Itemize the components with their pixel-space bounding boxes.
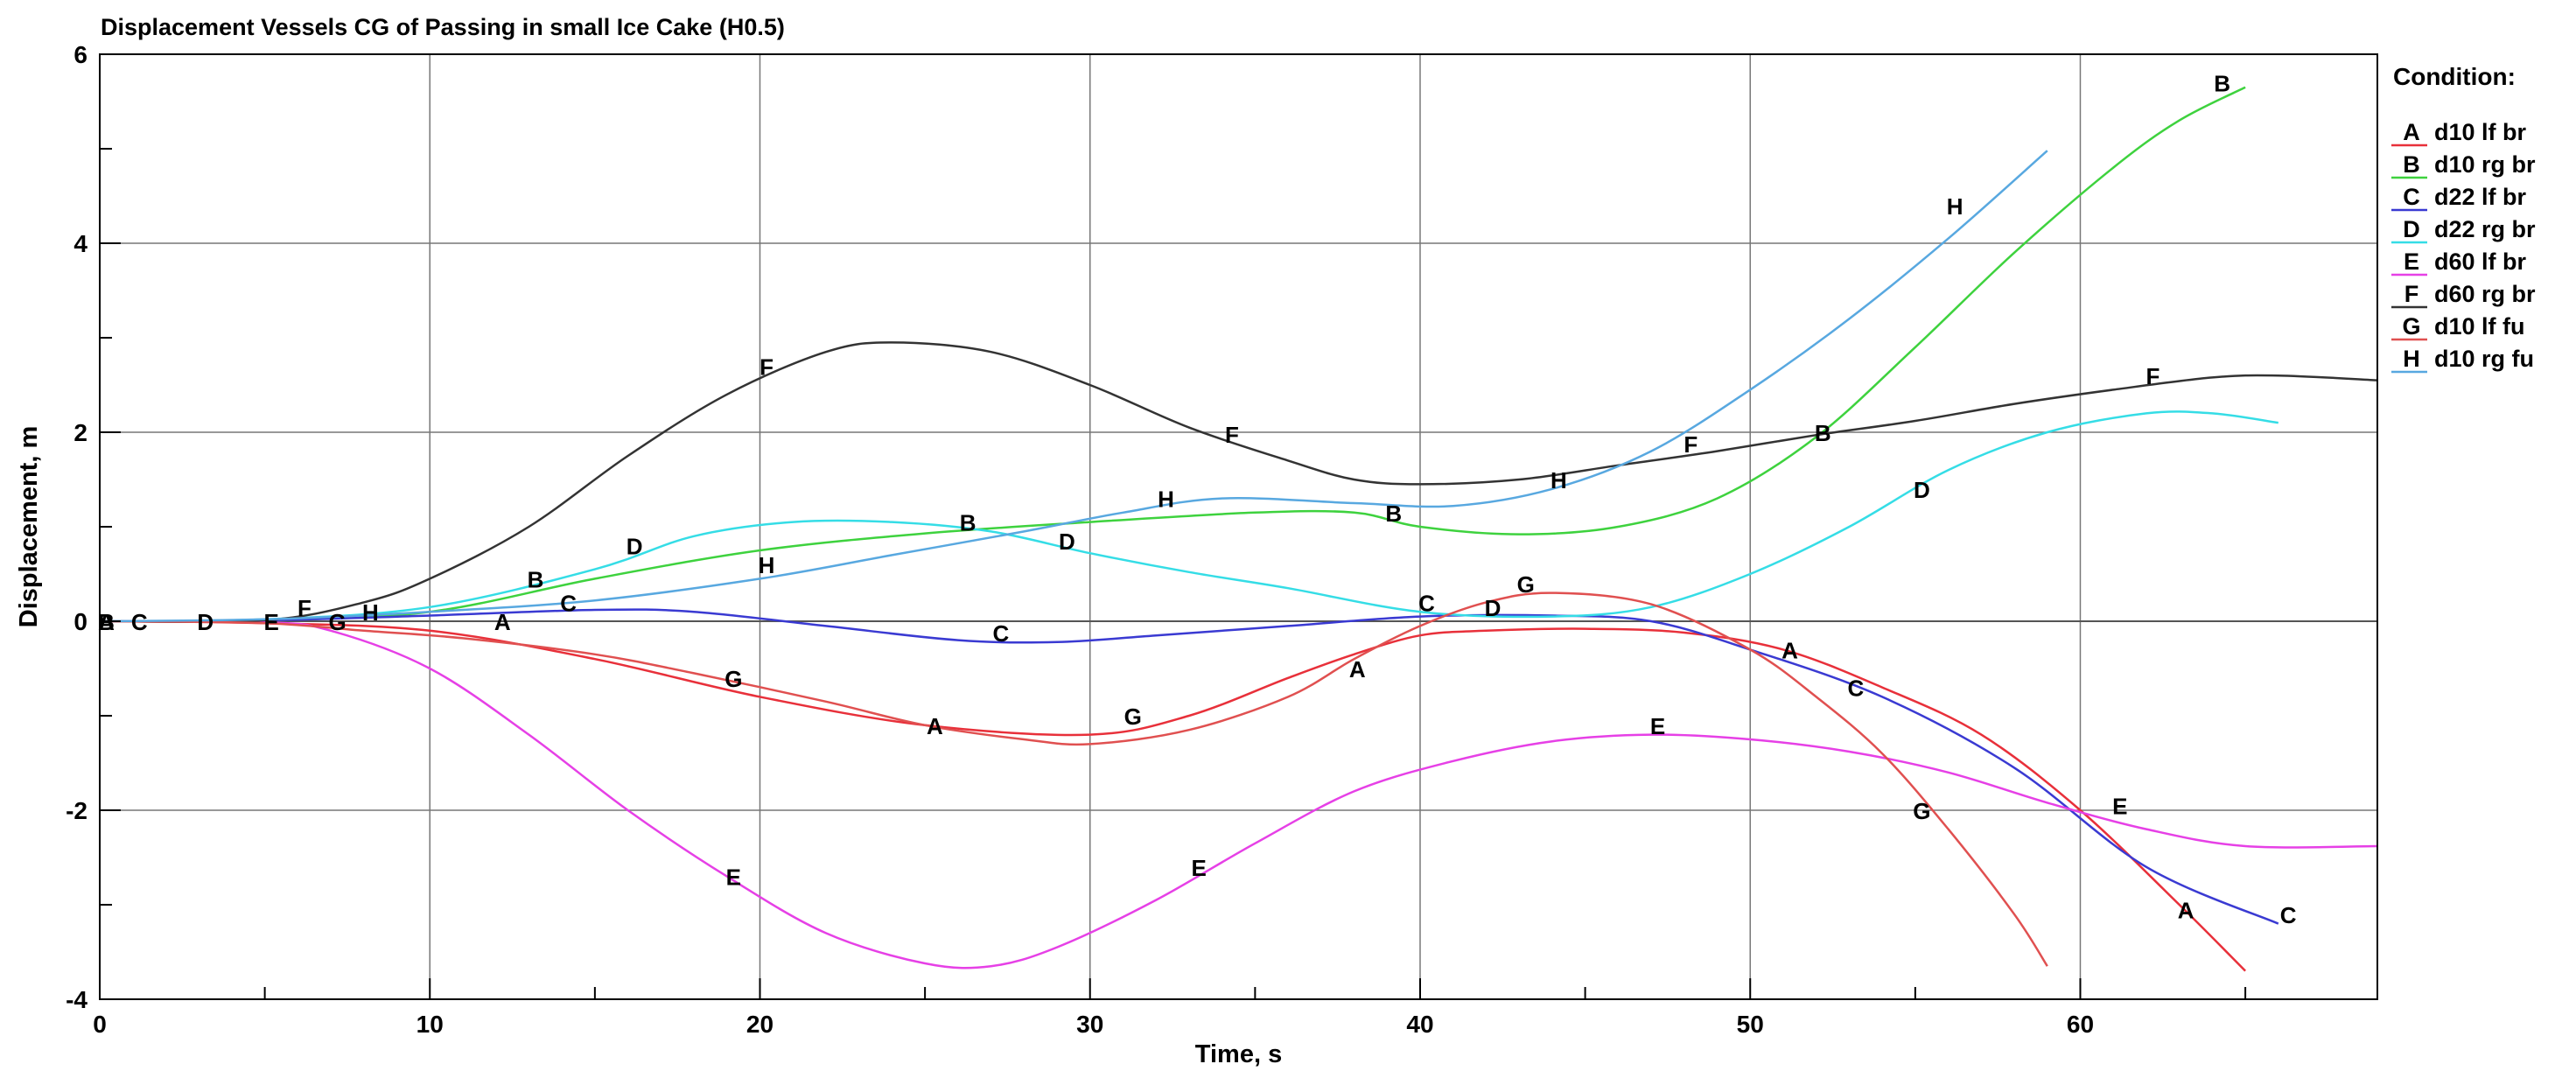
- x-tick-label: 60: [2067, 1011, 2094, 1038]
- series-marker-label-a: A: [927, 713, 943, 739]
- series-marker-label-g: G: [724, 666, 742, 692]
- series-marker-label-h: H: [759, 552, 775, 578]
- series-marker-label-e: E: [1192, 855, 1207, 881]
- legend-label: d22 rg br: [2434, 216, 2536, 242]
- y-axis-label: Displacement, m: [15, 426, 43, 627]
- series-line-a: [99, 620, 2246, 972]
- legend-title: Condition:: [2393, 63, 2516, 90]
- series-marker-label-d: D: [197, 609, 214, 635]
- series-marker-label-c: C: [992, 620, 1009, 647]
- y-tick-label: -2: [66, 797, 88, 824]
- legend-label: d60 rg br: [2434, 281, 2536, 307]
- series-marker-label-e: E: [2112, 794, 2127, 820]
- series-marker-label-h: H: [362, 599, 379, 626]
- x-tick-label: 20: [746, 1011, 774, 1038]
- y-tick-label: 4: [74, 230, 88, 257]
- series-marker-label-g: G: [1913, 798, 1930, 824]
- x-tick-label: 10: [416, 1011, 444, 1038]
- chart-title: Displacement Vessels CG of Passing in sm…: [101, 14, 785, 40]
- legend-letter: H: [2403, 346, 2420, 372]
- x-axis-label: Time, s: [1195, 1040, 1282, 1068]
- y-tick-label: 2: [74, 419, 88, 446]
- legend-letter: C: [2403, 184, 2420, 210]
- legend-letter: D: [2403, 216, 2420, 242]
- series-line-b: [99, 86, 2246, 623]
- series-marker-label-h: H: [1550, 467, 1567, 494]
- series-marker-label-a: A: [2178, 897, 2194, 923]
- series-line-f: [99, 341, 2378, 624]
- series-marker-label-f: F: [760, 354, 774, 380]
- series-marker-label-d: D: [1914, 477, 1930, 503]
- y-tick-label: 6: [74, 41, 88, 68]
- series-marker-label-f: F: [298, 595, 312, 621]
- series-marker-label-c: C: [1848, 676, 1865, 702]
- series-marker-label-b: B: [1385, 500, 1402, 527]
- series-marker-label-a: A: [1782, 637, 1798, 663]
- y-tick-label: -4: [66, 986, 88, 1013]
- series-marker-label-d: D: [626, 534, 643, 560]
- series-marker-label-b: B: [960, 510, 976, 536]
- series-marker-label-h: H: [1158, 486, 1174, 513]
- legend-label: d10 lf fu: [2434, 313, 2525, 340]
- axis-ticks: 0 10 20 30 40 50 60 -4 -2 0 2 4 6: [66, 41, 2247, 1038]
- series-marker-label-b: B: [2214, 70, 2230, 96]
- series-marker-label-e: E: [1650, 713, 1665, 739]
- series-marker-label-f: F: [1684, 431, 1698, 458]
- legend-letter: F: [2404, 281, 2419, 307]
- legend-label: d10 rg fu: [2434, 346, 2534, 372]
- legend-label: d10 lf br: [2434, 119, 2527, 145]
- series-marker-label-e: E: [726, 864, 741, 891]
- series-line-c: [99, 608, 2279, 925]
- series-marker-label-g: G: [1517, 571, 1535, 598]
- legend-label: d10 rg br: [2434, 151, 2536, 178]
- x-tick-label: 40: [1406, 1011, 1433, 1038]
- legend-letter: A: [2403, 119, 2420, 145]
- series-marker-label-a: A: [1349, 656, 1366, 682]
- series-marker-label-g: G: [329, 609, 346, 635]
- series-line-h: [99, 150, 2048, 623]
- series-marker-label-d: D: [1485, 595, 1502, 621]
- series-marker-label-c: C: [131, 609, 148, 635]
- legend-label: d22 lf br: [2434, 184, 2527, 210]
- x-tick-label: 50: [1737, 1011, 1764, 1038]
- series-marker-label-g: G: [1124, 704, 1142, 730]
- grid: [99, 53, 2377, 1000]
- legend-letter: G: [2402, 313, 2420, 340]
- series-marker-label-c: C: [1418, 590, 1435, 616]
- y-tick-label: 0: [74, 608, 88, 635]
- series-marker-label-b: B: [1815, 420, 1831, 446]
- series-marker-label-f: F: [2146, 363, 2160, 389]
- series-marker-label-c: C: [560, 590, 577, 616]
- series-marker-label-d: D: [1059, 528, 1075, 555]
- plot-background: [100, 54, 2377, 999]
- series-layer: [99, 86, 2378, 972]
- series-marker-label-e: E: [263, 609, 278, 635]
- series-line-g: [99, 592, 2048, 967]
- legend-label: d60 lf br: [2434, 248, 2527, 275]
- series-line-d: [99, 410, 2278, 623]
- legend-letter: E: [2404, 248, 2419, 275]
- legend-letter: B: [2403, 151, 2420, 178]
- series-marker-label-b: B: [528, 566, 544, 592]
- x-tick-label: 30: [1076, 1011, 1103, 1038]
- series-marker-label-h: H: [1947, 193, 1964, 220]
- series-line-e: [99, 620, 2378, 970]
- series-marker-label-f: F: [1225, 422, 1239, 448]
- x-tick-label: 0: [93, 1011, 107, 1038]
- series-marker-label-c: C: [2280, 902, 2297, 928]
- series-marker-label-a: A: [494, 609, 511, 635]
